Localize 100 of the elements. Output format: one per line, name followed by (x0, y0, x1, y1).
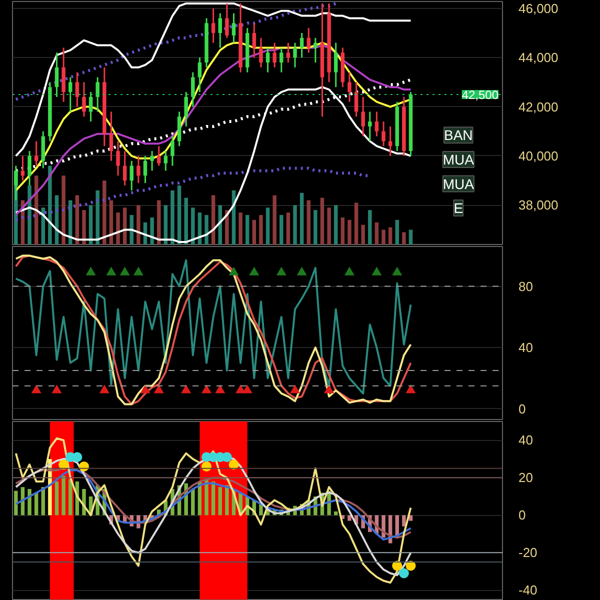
bar (408, 230, 413, 244)
bar (170, 190, 174, 244)
y-tick-label: 0 (518, 401, 526, 416)
y-tick-label: 40 (518, 340, 533, 356)
candlestick (382, 120, 386, 147)
candlestick (170, 136, 174, 167)
point (392, 560, 402, 571)
candlestick (130, 160, 134, 192)
y-tick-label: -40 (518, 582, 538, 598)
bar (225, 210, 229, 244)
candlestick (116, 140, 120, 176)
bar (225, 485, 229, 516)
bar (245, 214, 250, 244)
bar (402, 515, 406, 526)
candlestick (20, 155, 25, 182)
y-tick-label: 42,000 (518, 99, 558, 114)
bar (286, 212, 290, 244)
bar (293, 205, 297, 244)
bar (361, 224, 365, 244)
candlestick (150, 150, 154, 172)
bar (204, 214, 208, 244)
y-tick-label: 44,000 (518, 50, 558, 66)
candlestick (252, 22, 256, 58)
candlestick (306, 27, 310, 54)
bar (340, 217, 345, 244)
point (228, 460, 239, 470)
candlestick (164, 150, 168, 172)
bar (109, 200, 114, 244)
bar (266, 208, 270, 244)
candlestick (280, 46, 284, 74)
candlestick (272, 42, 276, 68)
candlestick (184, 91, 188, 128)
bar (14, 490, 18, 516)
candlestick (232, 12, 236, 44)
y-tick-label: 46,000 (518, 0, 558, 16)
bar (102, 180, 106, 244)
bar (320, 198, 324, 244)
point (406, 560, 416, 571)
bar (348, 515, 352, 521)
bar (306, 200, 310, 244)
candlestick (211, 8, 216, 44)
candlestick (75, 72, 80, 108)
line-series (14, 2, 412, 157)
bar (314, 210, 318, 244)
candlestick (266, 46, 270, 74)
candlestick (259, 37, 263, 68)
bar (259, 504, 263, 516)
line-series (14, 437, 412, 584)
bar (408, 515, 413, 521)
bar (177, 185, 182, 244)
bar (62, 176, 66, 244)
line-series (14, 2, 338, 101)
bar (382, 230, 386, 244)
point (58, 460, 69, 470)
bar (252, 220, 256, 244)
bar (82, 210, 86, 244)
y-tick-label: -20 (518, 545, 538, 560)
bar (259, 214, 263, 244)
candlestick (368, 110, 372, 142)
bar (334, 205, 338, 244)
bar (136, 205, 140, 244)
bar (28, 488, 32, 516)
bar (96, 190, 100, 244)
bar (368, 210, 372, 244)
point (398, 568, 409, 578)
point (72, 452, 82, 462)
bar (348, 220, 352, 244)
candlestick (334, 42, 338, 88)
bar (62, 476, 66, 516)
bar (191, 488, 195, 516)
y-tick-label: 80 (518, 278, 533, 294)
text: BAN (444, 127, 473, 144)
candlestick (68, 76, 72, 112)
bar (156, 200, 161, 244)
bar (354, 202, 358, 244)
bar (402, 232, 406, 244)
bar (48, 166, 52, 244)
bar (184, 198, 188, 244)
candlestick (109, 110, 114, 162)
candlestick (374, 110, 379, 138)
y-tick-label: 0 (518, 508, 526, 523)
text: E (454, 200, 464, 216)
candlestick (122, 150, 127, 186)
ref-line-label: 42,500 (462, 88, 499, 102)
candlestick (82, 81, 86, 118)
bar (300, 192, 304, 244)
bar (280, 214, 284, 244)
candlestick (96, 76, 100, 112)
text: MUA (442, 176, 475, 192)
candlestick (293, 42, 297, 68)
bar (116, 212, 120, 244)
candlestick (156, 145, 161, 167)
bar (395, 220, 399, 244)
candlestick (300, 32, 304, 58)
candlestick (314, 37, 318, 64)
bar (388, 227, 392, 244)
candlestick (348, 72, 352, 103)
y-tick-label: 40,000 (518, 148, 558, 164)
bar (218, 487, 222, 516)
bar (238, 212, 242, 244)
